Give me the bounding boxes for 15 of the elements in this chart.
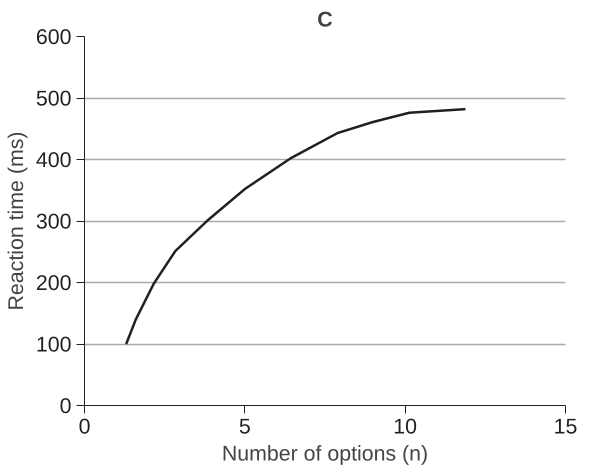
x-tick-label: 0 xyxy=(78,414,91,438)
chart-title: C xyxy=(317,8,333,32)
x-axis-title: Number of options (n) xyxy=(222,442,428,466)
y-tick-label: 100 xyxy=(36,332,72,356)
y-tick-label: 400 xyxy=(36,148,72,172)
x-tick-label: 15 xyxy=(554,414,578,438)
y-tick-label: 200 xyxy=(36,271,72,295)
line-series xyxy=(124,108,467,346)
x-tick-label: 5 xyxy=(238,414,251,438)
y-tick-label: 500 xyxy=(36,86,72,110)
y-tick-label: 0 xyxy=(60,394,72,418)
y-tick-label: 300 xyxy=(36,210,72,234)
y-tick-label: 600 xyxy=(36,25,72,49)
y-axis-title: Reaction time (ms) xyxy=(4,132,28,310)
x-tick-label: 10 xyxy=(393,414,418,438)
